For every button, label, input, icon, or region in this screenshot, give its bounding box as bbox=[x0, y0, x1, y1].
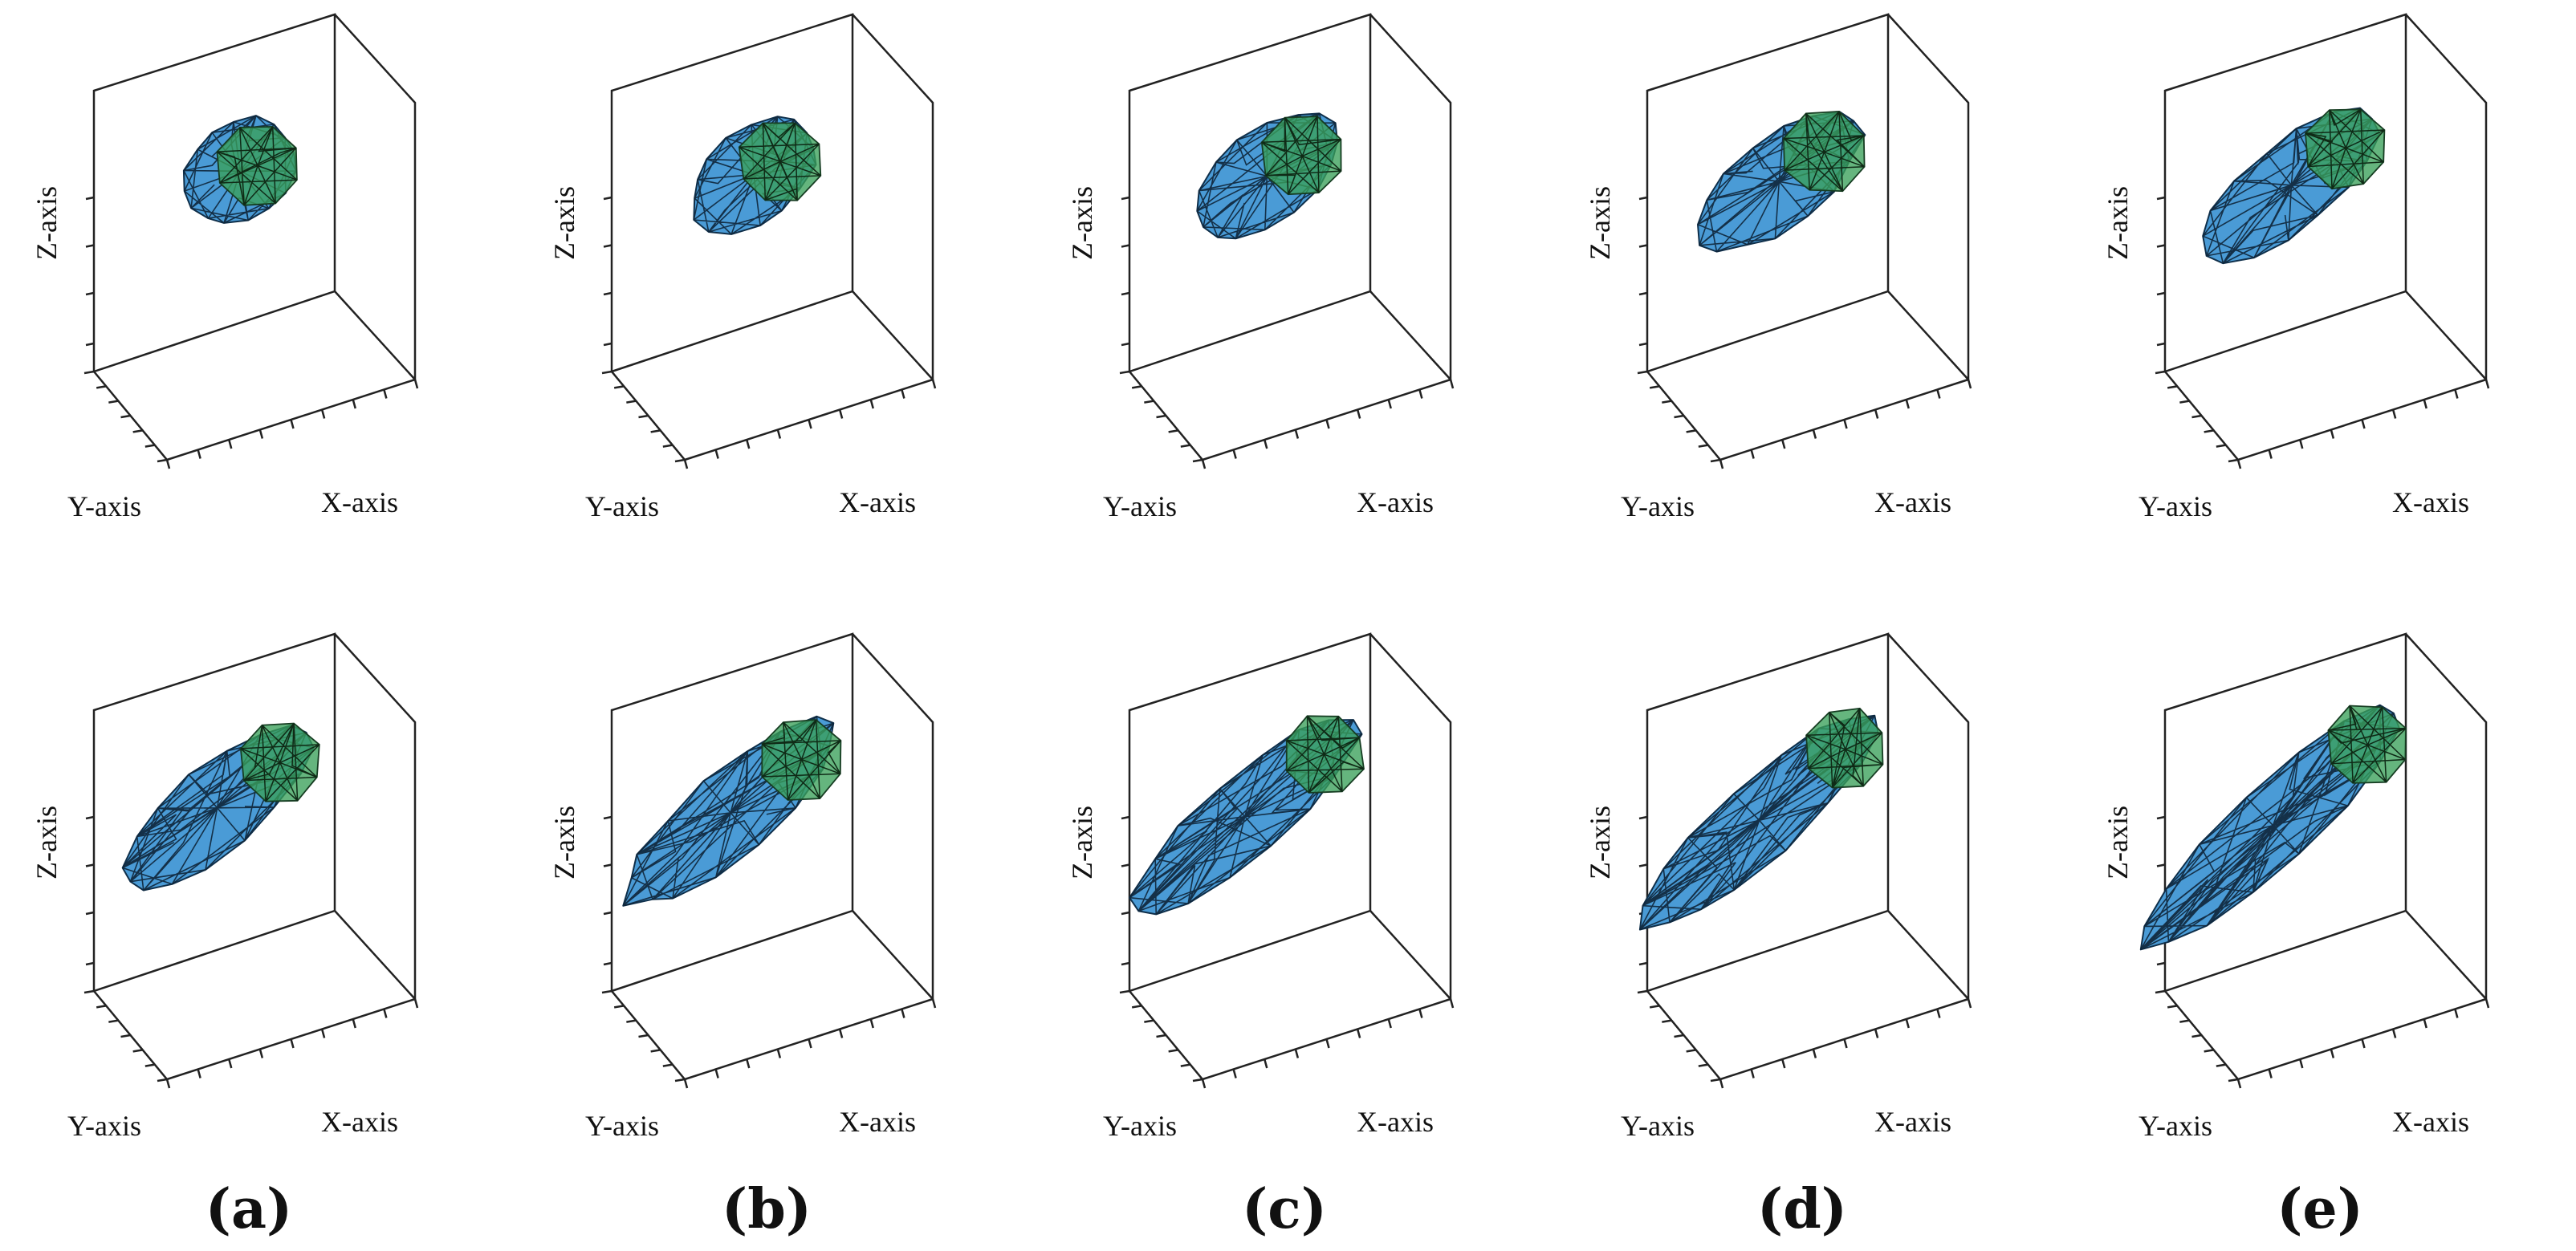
y-axis-label: Y-axis bbox=[2139, 1110, 2212, 1142]
inner-core bbox=[2305, 108, 2386, 190]
inner-core bbox=[239, 722, 320, 802]
inner-core bbox=[1260, 116, 1342, 196]
y-axis-label: Y-axis bbox=[1103, 1110, 1177, 1142]
inner-core bbox=[738, 122, 822, 201]
z-axis-label: Z-axis bbox=[1584, 806, 1616, 879]
axis-ticks bbox=[601, 815, 937, 1089]
x-axis-label: X-axis bbox=[839, 486, 916, 518]
x-axis-label: X-axis bbox=[1357, 486, 1434, 518]
axes-box bbox=[1646, 13, 1970, 461]
axis-ticks bbox=[2155, 196, 2490, 469]
axes-box bbox=[610, 13, 934, 461]
axis-ticks bbox=[83, 815, 419, 1089]
z-axis-label: Z-axis bbox=[2102, 186, 2134, 260]
z-axis-label: Z-axis bbox=[1584, 186, 1616, 260]
x-axis-label: X-axis bbox=[839, 1106, 916, 1138]
z-axis-label: Z-axis bbox=[548, 806, 580, 879]
caption-e: (e) bbox=[2277, 1177, 2363, 1241]
x-axis-label: X-axis bbox=[2392, 486, 2469, 518]
z-axis-label: Z-axis bbox=[548, 186, 580, 260]
x-axis-label: X-axis bbox=[1874, 486, 1951, 518]
inner-core bbox=[761, 719, 842, 801]
z-axis-label: Z-axis bbox=[31, 806, 63, 879]
axis-ticks bbox=[1119, 815, 1455, 1089]
y-axis-label: Y-axis bbox=[67, 1110, 141, 1142]
z-axis-label: Z-axis bbox=[1066, 186, 1098, 260]
panel-top-e: Z-axis Y-axis X-axis bbox=[2102, 13, 2490, 522]
caption-c: (c) bbox=[1242, 1177, 1327, 1241]
panel-top-a: Z-axis Y-axis X-axis bbox=[31, 13, 419, 522]
inner-core bbox=[1285, 715, 1365, 794]
caption-a: (a) bbox=[206, 1177, 292, 1241]
caption-d: (d) bbox=[1757, 1177, 1847, 1241]
x-axis-label: X-axis bbox=[321, 486, 398, 518]
inner-core bbox=[216, 125, 298, 206]
axis-ticks bbox=[601, 196, 937, 469]
panel-bottom-a: Z-axis Y-axis X-axis bbox=[31, 632, 419, 1142]
axis-ticks bbox=[1119, 196, 1455, 469]
y-axis-label: Y-axis bbox=[585, 1110, 659, 1142]
panel-bottom-d: Z-axis Y-axis X-axis bbox=[1584, 632, 1972, 1142]
y-axis-label: Y-axis bbox=[67, 490, 141, 522]
z-axis-label: Z-axis bbox=[2102, 806, 2134, 879]
axis-ticks bbox=[1637, 196, 1972, 469]
axes-box bbox=[92, 13, 417, 461]
panel-top-b: Z-axis Y-axis X-axis bbox=[548, 13, 937, 522]
inner-core bbox=[2327, 705, 2407, 784]
axis-ticks bbox=[2155, 815, 2490, 1089]
panel-bottom-b: Z-axis Y-axis X-axis bbox=[548, 632, 937, 1142]
x-axis-label: X-axis bbox=[321, 1106, 398, 1138]
panel-bottom-c: Z-axis Y-axis X-axis bbox=[1066, 632, 1455, 1142]
z-axis-label: Z-axis bbox=[1066, 806, 1098, 879]
x-axis-label: X-axis bbox=[2392, 1106, 2469, 1138]
panel-bottom-e: Z-axis Y-axis X-axis bbox=[2102, 632, 2490, 1142]
axis-ticks bbox=[83, 196, 419, 469]
panel-top-d: Z-axis Y-axis X-axis bbox=[1584, 13, 1972, 522]
y-axis-label: Y-axis bbox=[1621, 1110, 1695, 1142]
axes-box bbox=[1128, 13, 1452, 461]
y-axis-label: Y-axis bbox=[1621, 490, 1695, 522]
x-axis-label: X-axis bbox=[1357, 1106, 1434, 1138]
y-axis-label: Y-axis bbox=[2139, 490, 2212, 522]
y-axis-label: Y-axis bbox=[585, 490, 659, 522]
x-axis-label: X-axis bbox=[1874, 1106, 1951, 1138]
y-axis-label: Y-axis bbox=[1103, 490, 1177, 522]
z-axis-label: Z-axis bbox=[31, 186, 63, 260]
caption-b: (b) bbox=[722, 1177, 812, 1241]
inner-core bbox=[1782, 110, 1866, 193]
panel-top-c: Z-axis Y-axis X-axis bbox=[1066, 13, 1455, 522]
inner-core bbox=[1805, 707, 1884, 789]
